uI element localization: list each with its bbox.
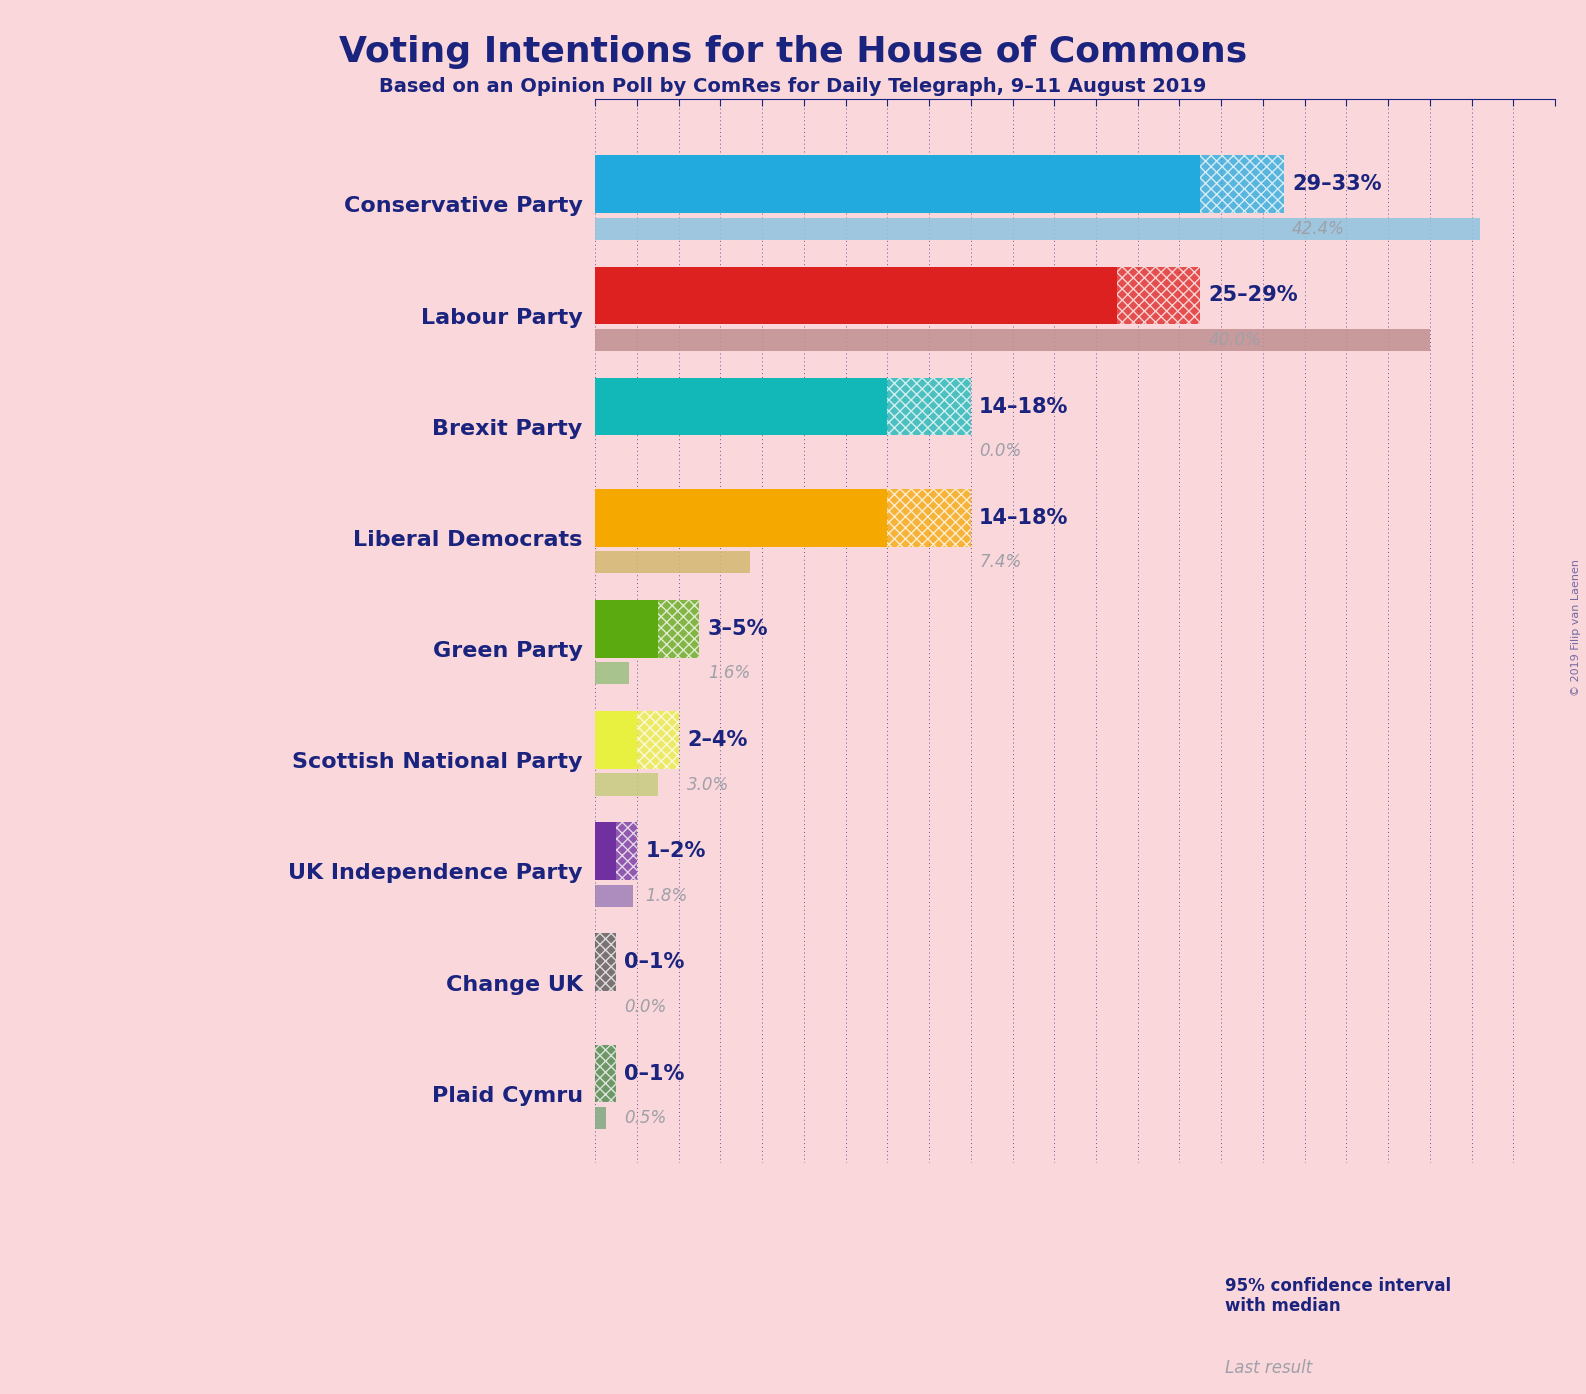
- Bar: [595, 934, 615, 991]
- Bar: [1159, 1271, 1216, 1322]
- Text: Based on an Opinion Poll by ComRes for Daily Telegraph, 9–11 August 2019: Based on an Opinion Poll by ComRes for D…: [379, 77, 1207, 96]
- Text: Scottish National Party: Scottish National Party: [292, 753, 582, 772]
- Text: Conservative Party: Conservative Party: [344, 197, 582, 216]
- Text: Last result: Last result: [1226, 1359, 1313, 1377]
- Text: 0.0%: 0.0%: [625, 998, 666, 1016]
- Text: 3.0%: 3.0%: [687, 775, 730, 793]
- Bar: [595, 822, 615, 880]
- Bar: [638, 711, 679, 769]
- Text: © 2019 Filip van Laenen: © 2019 Filip van Laenen: [1572, 559, 1581, 696]
- Text: Brexit Party: Brexit Party: [433, 418, 582, 439]
- Bar: [595, 599, 658, 658]
- Text: 0.0%: 0.0%: [979, 442, 1021, 460]
- Bar: [658, 599, 699, 658]
- Bar: [887, 378, 971, 435]
- Bar: [595, 155, 1201, 213]
- Bar: [595, 329, 1431, 351]
- Bar: [595, 885, 633, 907]
- Bar: [595, 266, 1117, 325]
- Bar: [887, 489, 971, 546]
- Text: 0.5%: 0.5%: [625, 1110, 666, 1126]
- Text: 1.8%: 1.8%: [646, 887, 687, 905]
- Text: Green Party: Green Party: [433, 641, 582, 661]
- Text: Voting Intentions for the House of Commons: Voting Intentions for the House of Commo…: [339, 35, 1247, 68]
- Bar: [595, 711, 638, 769]
- Bar: [595, 489, 887, 546]
- Text: 2–4%: 2–4%: [687, 730, 747, 750]
- Text: 14–18%: 14–18%: [979, 396, 1069, 417]
- Bar: [1055, 1271, 1159, 1322]
- Text: 95% confidence interval
with median: 95% confidence interval with median: [1226, 1277, 1451, 1316]
- Bar: [1055, 1354, 1159, 1383]
- Bar: [615, 822, 638, 880]
- Bar: [595, 1044, 615, 1103]
- Bar: [595, 378, 887, 435]
- Text: 3–5%: 3–5%: [707, 619, 768, 638]
- Text: 40.0%: 40.0%: [1209, 330, 1261, 348]
- Bar: [1117, 266, 1201, 325]
- Text: 1.6%: 1.6%: [707, 665, 750, 683]
- Text: 0–1%: 0–1%: [625, 952, 685, 973]
- Text: Change UK: Change UK: [446, 974, 582, 995]
- Text: Plaid Cymru: Plaid Cymru: [431, 1086, 582, 1105]
- Bar: [1201, 155, 1283, 213]
- Bar: [595, 551, 750, 573]
- Text: 29–33%: 29–33%: [1293, 174, 1381, 194]
- Text: 25–29%: 25–29%: [1209, 286, 1299, 305]
- Text: 7.4%: 7.4%: [979, 553, 1021, 572]
- Text: 0–1%: 0–1%: [625, 1064, 685, 1083]
- Bar: [595, 1107, 606, 1129]
- Text: 42.4%: 42.4%: [1293, 220, 1345, 238]
- Bar: [595, 774, 658, 796]
- Text: Labour Party: Labour Party: [420, 308, 582, 328]
- Text: Liberal Democrats: Liberal Democrats: [354, 530, 582, 551]
- Text: 14–18%: 14–18%: [979, 507, 1069, 528]
- Text: UK Independence Party: UK Independence Party: [289, 863, 582, 884]
- Text: 1–2%: 1–2%: [646, 841, 706, 861]
- Bar: [595, 662, 628, 684]
- Bar: [595, 217, 1480, 240]
